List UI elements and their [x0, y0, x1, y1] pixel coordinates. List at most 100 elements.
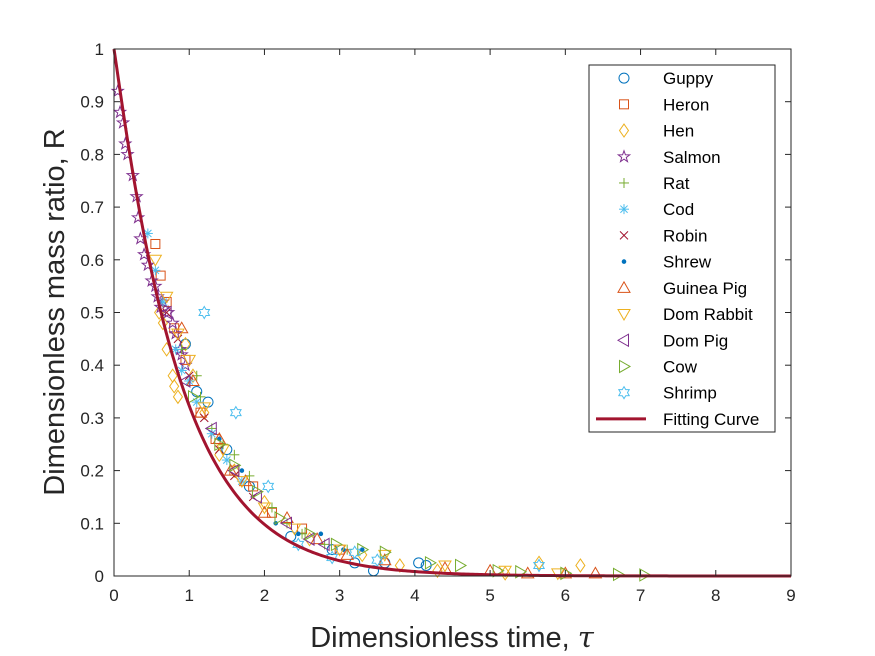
data-points: [110, 83, 652, 582]
legend-marker-robin: [619, 231, 629, 240]
point-shrimp: [262, 479, 275, 494]
x-axis-label-text: Dimensionless time,: [310, 622, 578, 654]
x-axis-label-symbol: τ: [578, 620, 595, 654]
point-salmon: [130, 210, 146, 224]
legend-marker-heron: [619, 99, 629, 110]
point-guinea-pig: [377, 553, 392, 566]
point-salmon: [165, 315, 180, 330]
point-dom-rabbit: [257, 502, 272, 515]
x-tick-label: 3: [335, 586, 344, 605]
x-tick-label: 0: [109, 586, 118, 605]
point-dom-pig: [159, 305, 172, 320]
point-cow: [379, 545, 392, 560]
legend-label-salmon: Salmon: [663, 148, 721, 167]
x-tick-label: 2: [260, 586, 269, 605]
point-rat: [218, 439, 229, 450]
point-shrew: [359, 547, 365, 552]
point-salmon: [140, 257, 156, 272]
y-axis-ticks: 0 0.1 0.2 0.3 0.4 0.5 0.6 0.7 0.8 0.9 1: [80, 40, 791, 586]
x-tick-label: 8: [711, 586, 720, 605]
point-cow: [304, 526, 317, 541]
point-guinea-pig: [238, 474, 253, 487]
point-shrimp: [198, 305, 211, 320]
point-salmon: [120, 146, 135, 161]
legend-label-guinea-pig: Guinea Pig: [663, 279, 747, 298]
point-salmon: [115, 115, 131, 129]
x-tick-label: 5: [485, 586, 494, 605]
point-hen: [180, 336, 191, 352]
point-rat: [229, 449, 240, 460]
point-shrimp: [532, 558, 546, 573]
point-dom-rabbit: [235, 476, 249, 489]
point-hen: [432, 563, 443, 579]
point-dom-rabbit: [438, 560, 452, 573]
y-tick-label: 0.2: [80, 462, 104, 481]
y-tick-label: 0.5: [80, 304, 104, 323]
point-shrimp: [326, 550, 339, 565]
point-salmon: [174, 347, 189, 361]
point-rat: [266, 502, 277, 513]
legend-label-hen: Hen: [663, 122, 694, 141]
point-cow: [424, 555, 437, 570]
point-shrimp: [348, 545, 361, 560]
point-salmon: [144, 273, 159, 287]
legend-marker-cow: [619, 359, 632, 374]
y-tick-label: 0.8: [80, 145, 104, 164]
point-dom-pig: [227, 463, 240, 478]
point-hen: [199, 405, 210, 421]
legend-box: [588, 64, 776, 433]
point-shrimp: [371, 553, 384, 568]
point-guinea-pig: [257, 505, 272, 518]
point-hen: [575, 558, 586, 573]
point-cow: [330, 537, 343, 552]
point-dom-rabbit: [159, 291, 174, 304]
legend-marker-hen: [618, 123, 630, 138]
point-robin: [162, 308, 172, 317]
point-hen: [533, 555, 545, 571]
legend-marker-guinea-pig: [617, 280, 631, 293]
y-tick-label: 0.9: [80, 93, 104, 112]
legend-label-fitting-curve: Fitting Curve: [663, 410, 759, 429]
legend-marker-shrimp: [617, 385, 631, 400]
x-tick-label: 4: [410, 586, 419, 605]
x-tick-label: 1: [184, 586, 193, 605]
legend-label-rat: Rat: [663, 174, 690, 193]
point-rat: [195, 391, 206, 402]
point-hen: [169, 378, 180, 394]
legend-label-robin: Robin: [663, 226, 707, 245]
legend-marker-rat: [619, 177, 629, 188]
point-shrew: [239, 468, 245, 473]
point-guinea-pig: [588, 566, 603, 579]
point-shrew: [295, 531, 301, 537]
x-tick-label: 7: [636, 586, 645, 605]
point-dom-pig: [178, 374, 191, 388]
legend-marker-shrew: [621, 259, 627, 264]
point-heron: [150, 238, 161, 249]
point-dom-rabbit: [148, 254, 163, 267]
y-tick-label: 0.4: [80, 356, 104, 375]
legend-label-shrimp: Shrimp: [663, 384, 717, 403]
point-dom-pig: [204, 421, 217, 436]
point-dom-rabbit: [197, 402, 212, 415]
point-dom-pig: [302, 532, 315, 546]
point-hen: [357, 547, 368, 563]
y-tick-label: 0: [95, 567, 104, 586]
point-salmon: [118, 136, 133, 150]
legend-label-cow: Cow: [663, 357, 698, 376]
legend: Guppy Heron Hen Salmon Rat Cod Robin Shrew Guine…: [588, 64, 776, 433]
point-shrew: [318, 531, 324, 537]
legend-marker-cod: [619, 204, 629, 215]
point-guinea-pig: [223, 463, 238, 476]
y-tick-label: 0.1: [80, 514, 104, 533]
point-cow: [187, 389, 200, 404]
point-robin: [199, 413, 209, 423]
x-tick-label: 9: [786, 586, 795, 605]
y-tick-label: 0.6: [80, 251, 104, 270]
point-guinea-pig: [212, 431, 227, 444]
point-heron: [155, 270, 166, 281]
legend-label-guppy: Guppy: [663, 69, 714, 88]
x-axis-label: Dimensionless time, τ: [310, 620, 595, 654]
y-axis-label: Dimensionless mass ratio, R: [39, 128, 71, 495]
y-tick-label: 0.3: [80, 409, 104, 428]
point-shrimp: [229, 405, 242, 420]
